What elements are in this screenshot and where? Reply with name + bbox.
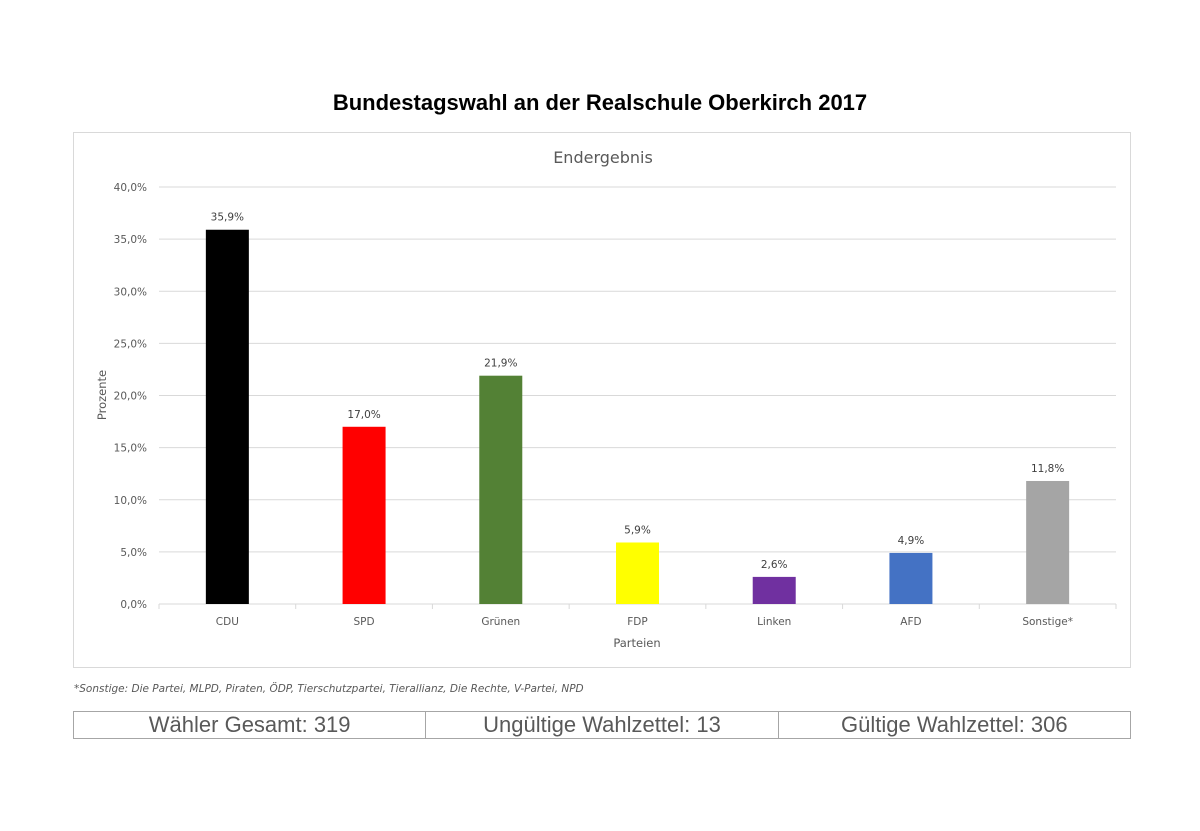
x-tick-label: SPD bbox=[354, 616, 375, 628]
bar-linken bbox=[752, 576, 796, 604]
data-label: 2,6% bbox=[761, 559, 788, 571]
bar-spd bbox=[342, 426, 386, 604]
x-tick-label: CDU bbox=[216, 616, 239, 628]
y-tick-label: 40,0% bbox=[114, 182, 147, 194]
bar-sonstige bbox=[1026, 480, 1070, 604]
stat-valid-ballots: Gültige Wahlzettel: 306 bbox=[777, 712, 1130, 738]
x-tick-label: Grünen bbox=[481, 616, 520, 628]
y-axis-title: Prozente bbox=[95, 370, 109, 420]
x-tick-label: FDP bbox=[627, 616, 647, 628]
chart-title: Endergebnis bbox=[553, 148, 653, 167]
data-label: 11,8% bbox=[1031, 463, 1064, 475]
y-tick-label: 30,0% bbox=[114, 286, 147, 298]
data-label: 21,9% bbox=[484, 358, 517, 370]
chart-area: Endergebnis 0,0% 5,0% 10,0% 15,0% 20,0% 25,0% 3… bbox=[73, 132, 1131, 668]
footnote: *Sonstige: Die Partei, MLPD, Piraten, ÖD… bbox=[74, 683, 584, 695]
x-tick-label: Sonstige* bbox=[1022, 616, 1073, 628]
data-label: 17,0% bbox=[347, 409, 380, 421]
data-label: 5,9% bbox=[624, 524, 651, 536]
x-axis-title: Parteien bbox=[613, 636, 660, 650]
x-tick-label: Linken bbox=[757, 616, 791, 628]
y-tick-label: 0,0% bbox=[120, 599, 147, 611]
y-tick-label: 5,0% bbox=[120, 547, 147, 559]
bar-grnen bbox=[479, 375, 523, 604]
y-tick-label: 35,0% bbox=[114, 234, 147, 246]
y-tick-label: 10,0% bbox=[114, 495, 147, 507]
stat-total-voters: Wähler Gesamt: 319 bbox=[148, 712, 351, 737]
bar-fdp bbox=[616, 542, 659, 604]
stat-invalid-ballots: Ungültige Wahlzettel: 13 bbox=[425, 712, 777, 738]
data-label: 4,9% bbox=[898, 535, 925, 547]
y-tick-label: 25,0% bbox=[114, 338, 147, 350]
page-title: Bundestagswahl an der Realschule Oberkir… bbox=[332, 90, 868, 115]
bar-afd bbox=[889, 552, 933, 604]
data-label: 35,9% bbox=[211, 212, 244, 224]
x-tick-label: AFD bbox=[900, 616, 921, 628]
bar-chart: Endergebnis 0,0% 5,0% 10,0% 15,0% 20,0% 25,0% 3… bbox=[95, 148, 1117, 650]
y-tick-label: 15,0% bbox=[114, 443, 147, 455]
bar-cdu bbox=[205, 229, 249, 604]
y-tick-label: 20,0% bbox=[114, 391, 147, 403]
stats-table: Wähler Gesamt: 319 Ungültige Wahlzettel:… bbox=[73, 711, 1131, 739]
